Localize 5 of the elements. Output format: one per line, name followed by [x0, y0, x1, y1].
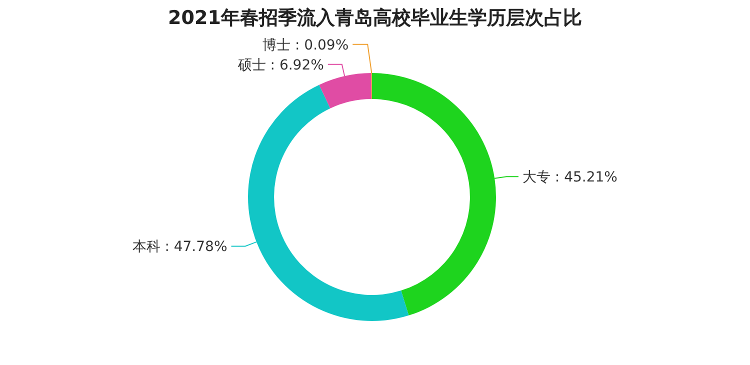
slice-label: 本科 : 47.78%	[132, 239, 228, 256]
slice-label: 硕士 : 6.92%	[236, 57, 324, 74]
slice-label: 大专 : 45.21%	[522, 170, 618, 186]
chart-title: 2021年春招季流入青岛高校毕业生学历层次占比	[168, 7, 582, 29]
slice-label: 博士 : 0.09%	[262, 37, 349, 54]
